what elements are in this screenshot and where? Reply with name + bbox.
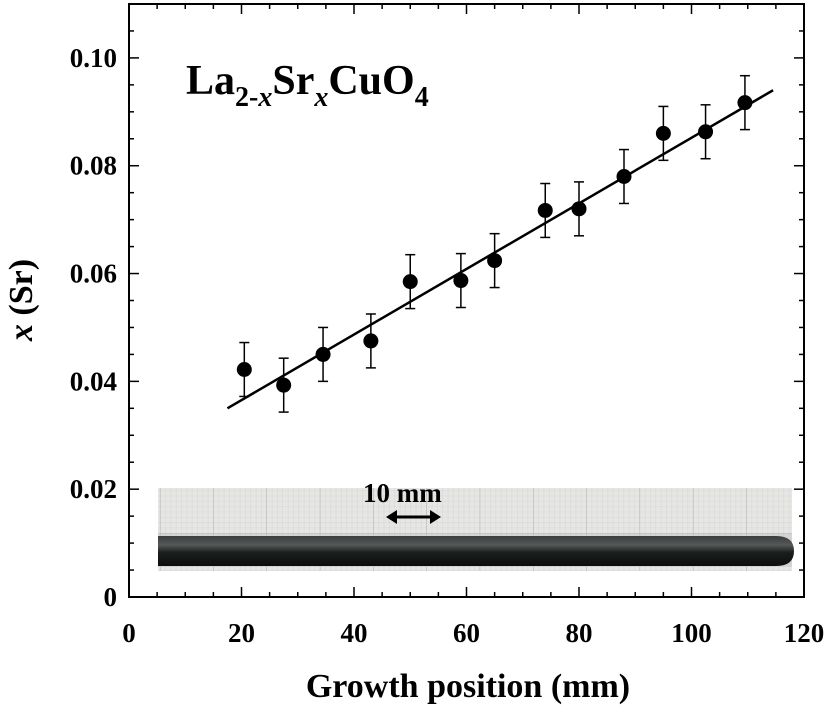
point-marker	[453, 273, 469, 289]
data-point	[537, 182, 553, 239]
y-axis-label-var: x	[3, 324, 40, 342]
x-tick-label: 60	[453, 618, 480, 648]
data-point	[655, 105, 671, 162]
point-marker	[537, 202, 553, 218]
point-marker	[616, 169, 632, 185]
point-marker	[571, 201, 587, 217]
title-base-sr: Sr	[272, 58, 314, 104]
point-marker	[487, 253, 503, 269]
y-tick-label: 0.08	[70, 151, 117, 181]
crystal-rod	[158, 536, 794, 566]
x-tick-label: 20	[228, 618, 255, 648]
x-tick-label: 100	[671, 618, 712, 648]
chart-title: La2-xSrxCuO4	[186, 58, 429, 113]
axis-ticks	[128, 3, 805, 598]
data-points	[236, 74, 753, 413]
scale-bar-label: 10 mm	[363, 478, 442, 508]
linear-fit-line	[226, 89, 774, 410]
data-point	[698, 104, 714, 160]
title-sub-4: 4	[415, 82, 429, 113]
title-sub-2: 2-	[235, 82, 258, 113]
point-marker	[315, 346, 331, 362]
x-tick-label: 0	[122, 618, 136, 648]
x-tick-label: 120	[784, 618, 825, 648]
data-point	[276, 357, 292, 413]
data-point	[236, 341, 252, 398]
x-axis-label: Growth position (mm)	[306, 668, 630, 705]
title-base-cuo: CuO	[328, 58, 414, 104]
point-marker	[698, 124, 714, 140]
y-axis-label-unit: (Sr)	[3, 259, 40, 324]
data-point	[453, 252, 469, 309]
y-tick-label: 0.06	[70, 259, 117, 289]
data-point	[616, 148, 632, 205]
point-marker	[363, 333, 379, 349]
title-sub-x2: x	[313, 82, 328, 113]
y-tick-label: 0	[104, 582, 118, 612]
point-marker	[236, 362, 252, 378]
point-marker	[276, 377, 292, 393]
data-point	[737, 74, 753, 131]
point-marker	[737, 95, 753, 111]
crystal-photo-inset: 10 mm	[158, 478, 794, 571]
data-point	[402, 253, 418, 310]
point-marker	[655, 125, 671, 141]
data-point	[487, 232, 503, 289]
data-point	[571, 181, 587, 237]
title-sub-x1: x	[257, 82, 272, 113]
y-tick-label: 0.02	[70, 474, 117, 504]
data-point	[315, 326, 331, 383]
y-axis-label: x (Sr)	[3, 259, 40, 342]
title-base-la: La	[186, 58, 235, 104]
point-marker	[402, 274, 418, 290]
y-tick-label: 0.10	[70, 43, 117, 73]
x-tick-label: 40	[341, 618, 368, 648]
scale-bar-arrow	[386, 510, 441, 524]
x-tick-label: 80	[566, 618, 593, 648]
tick-labels: 0 20 40 60 80 100 120 0 0.02 0.04 0.06 0.08 0.10	[70, 43, 825, 648]
data-point	[363, 313, 379, 369]
y-tick-label: 0.04	[70, 366, 117, 396]
